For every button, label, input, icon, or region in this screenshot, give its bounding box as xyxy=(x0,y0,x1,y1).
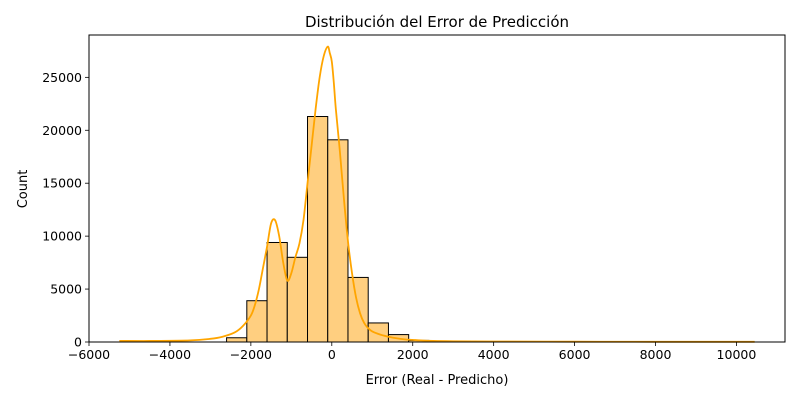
x-tick-label: 0 xyxy=(328,347,336,362)
x-tick-label: 2000 xyxy=(397,347,429,362)
histogram-bar xyxy=(266,241,288,343)
x-tick-label: 6000 xyxy=(559,347,591,362)
histogram-bar xyxy=(226,337,248,343)
x-tick-label: −2000 xyxy=(230,347,272,362)
x-axis: −6000 −4000 −2000 0 2000 4000 6000 8000 10000 xyxy=(68,342,757,362)
y-axis-label: Count xyxy=(16,170,31,209)
y-tick-label: 25000 xyxy=(42,70,82,85)
x-tick-label: 10000 xyxy=(717,347,757,362)
x-tick-label: 8000 xyxy=(640,347,672,362)
x-axis-label: Error (Real - Predicho) xyxy=(366,373,509,388)
y-tick-label: 10000 xyxy=(42,229,82,244)
kde-curve xyxy=(119,45,755,343)
plot-area-frame xyxy=(88,34,786,343)
chart-title: Distribución del Error de Predicción xyxy=(305,13,569,31)
histogram-bar xyxy=(367,322,389,343)
histogram-bar xyxy=(246,300,268,343)
histogram-bars xyxy=(226,116,430,343)
y-axis: 0 5000 10000 15000 20000 25000 xyxy=(42,70,89,350)
histogram-bar xyxy=(286,256,309,343)
x-tick-label: −6000 xyxy=(68,347,110,362)
y-tick-label: 0 xyxy=(74,335,82,350)
y-tick-label: 15000 xyxy=(42,176,82,191)
y-tick-label: 20000 xyxy=(42,123,82,138)
x-tick-label: −4000 xyxy=(149,347,191,362)
x-tick-label: 4000 xyxy=(478,347,510,362)
histogram-bar xyxy=(327,139,349,343)
y-tick-label: 5000 xyxy=(50,282,82,297)
